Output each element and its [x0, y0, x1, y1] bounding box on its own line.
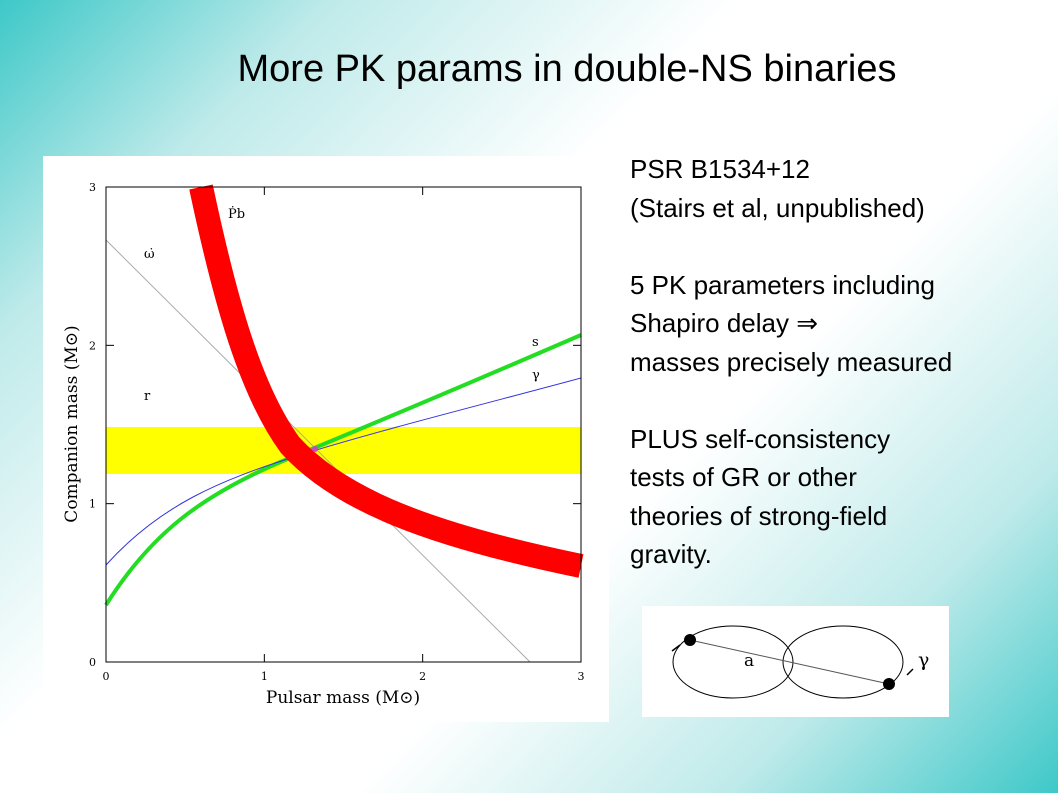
omega-line	[105, 239, 531, 663]
orbit	[672, 625, 794, 699]
orbit	[782, 625, 904, 699]
plot-frame	[105, 186, 582, 663]
curve-label: Ṗb	[228, 205, 245, 222]
text-line: (Stairs et al, unpublished)	[630, 192, 925, 223]
diagram-label: γ	[918, 649, 929, 671]
text-column: PSR B1534+12 (Stairs et al, unpublished) 5…	[630, 150, 952, 612]
text-line: tests of GR or other	[630, 462, 857, 492]
curve-label: s	[532, 335, 539, 350]
x-tick-label: 3	[578, 670, 585, 683]
x-tick-label: 1	[261, 670, 268, 683]
text-line: 5 PK parameters including	[630, 269, 935, 300]
velocity-arrow	[671, 644, 914, 676]
curve-label: r	[144, 389, 151, 404]
y-tick-label: 2	[89, 339, 96, 352]
y-axis-label: Companion mass (M⊙)	[62, 325, 82, 522]
text-line: PLUS self-consistency	[630, 423, 891, 454]
x-tick-label: 2	[419, 670, 426, 683]
text-block: PSR B1534+12 (Stairs et al, unpublished)	[630, 150, 952, 227]
y-tick-label: 3	[89, 181, 96, 194]
text-block: 5 PK parameters including Shapiro delay ⇒…	[630, 266, 952, 382]
slide-title: More PK params in double-NS binaries	[237, 48, 897, 90]
text-line: gravity.	[630, 539, 712, 569]
text-line: Shapiro delay ⇒	[630, 308, 819, 338]
orbit-panel	[642, 606, 949, 717]
star	[684, 634, 696, 646]
text-line: masses precisely measured	[630, 346, 953, 377]
x-tick-label: 0	[103, 670, 110, 683]
curve-label: ω̇	[144, 247, 155, 262]
solution-point	[312, 446, 318, 452]
separation-line	[689, 639, 890, 685]
diagram-label: a	[744, 651, 754, 671]
y-tick-label: 1	[89, 498, 96, 511]
star	[883, 678, 895, 690]
text-line: theories of strong-field	[630, 500, 888, 531]
pbdot-band	[189, 184, 584, 578]
y-tick-label: 0	[89, 656, 96, 669]
text-block: PLUS self-consistency tests of GR or othe…	[630, 420, 952, 574]
text-line: PSR B1534+12	[630, 154, 810, 184]
curve-label: γ	[532, 368, 540, 383]
x-axis-label: Pulsar mass (M⊙)	[266, 688, 420, 708]
